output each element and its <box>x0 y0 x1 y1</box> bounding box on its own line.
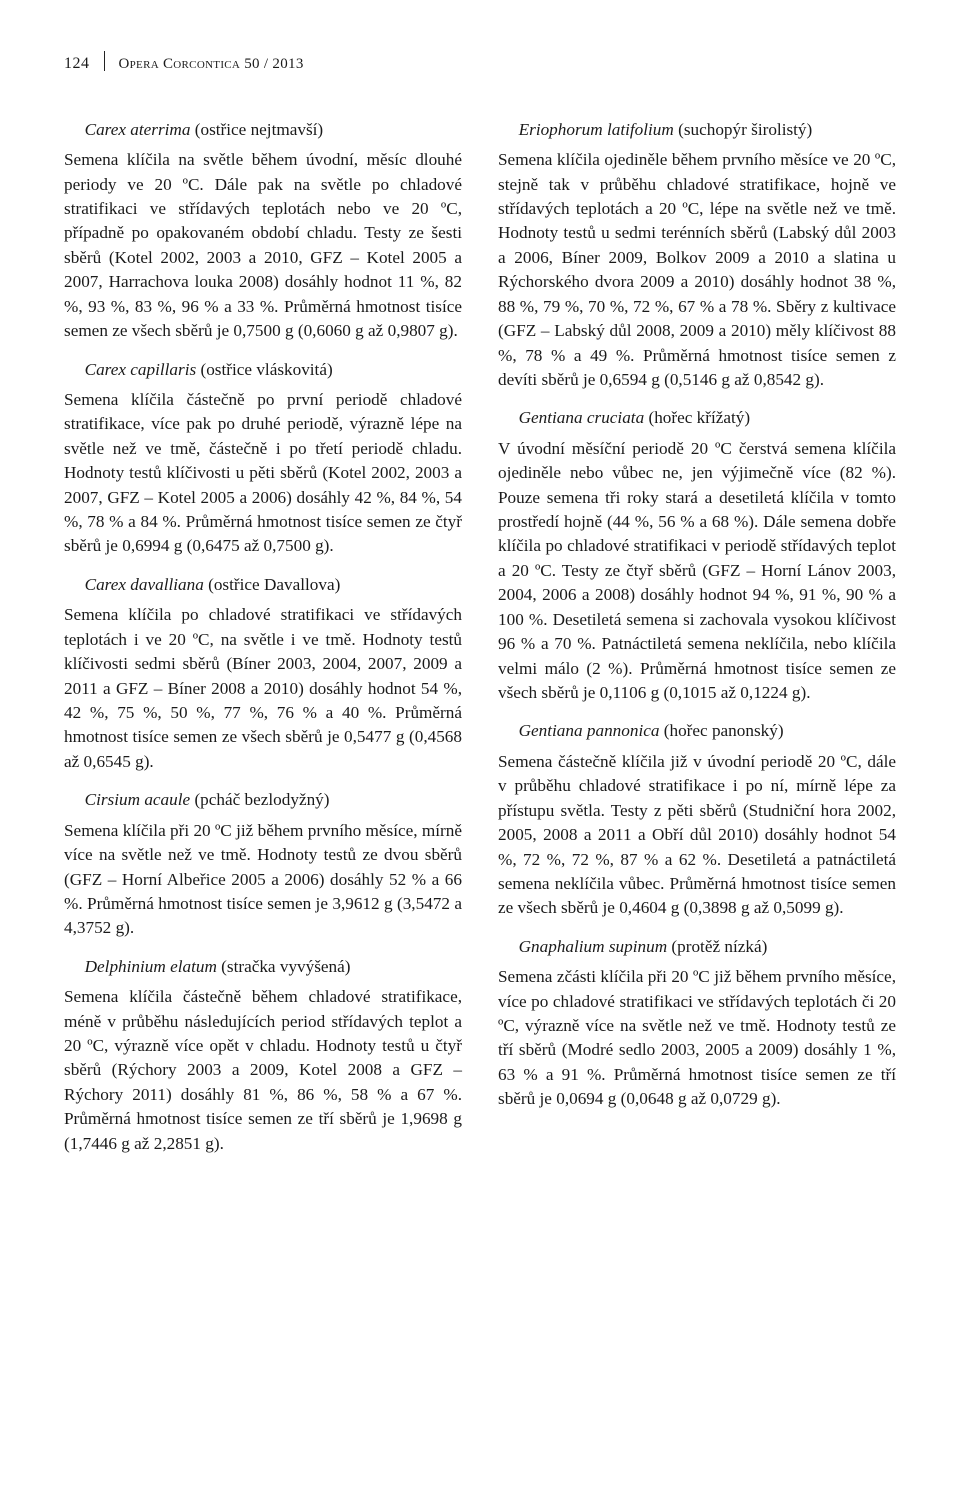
species-latin: Carex capillaris <box>85 360 197 379</box>
species-paragraph: Semena částečně klíčila již v úvodní per… <box>498 750 896 921</box>
species-paragraph: Semena klíčila ojediněle během prvního m… <box>498 148 896 392</box>
species-paragraph: Semena klíčila částečně po první periodě… <box>64 388 462 559</box>
species-latin: Carex aterrima <box>85 120 191 139</box>
species-heading: Gentiana cruciata (hořec křížatý) <box>498 406 896 430</box>
species-heading: Carex capillaris (ostřice vláskovitá) <box>64 358 462 382</box>
species-heading: Gentiana pannonica (hořec panonský) <box>498 719 896 743</box>
header-divider <box>104 51 105 71</box>
species-paragraph: Semena klíčila na světle během úvodní, m… <box>64 148 462 343</box>
species-latin: Eriophorum latifolium <box>519 120 674 139</box>
species-latin: Gnaphalium supinum <box>519 937 668 956</box>
species-common: (ostřice Davallova) <box>204 575 341 594</box>
page-number: 124 <box>64 53 90 76</box>
species-common: (suchopýr širolistý) <box>674 120 812 139</box>
species-heading: Gnaphalium supinum (protěž nízká) <box>498 935 896 959</box>
species-common: (ostřice vláskovitá) <box>196 360 333 379</box>
left-column: Carex aterrima (ostřice nejtmavší) Semen… <box>64 118 462 1170</box>
species-latin: Cirsium acaule <box>85 790 191 809</box>
species-latin: Gentiana cruciata <box>519 408 645 427</box>
species-heading: Eriophorum latifolium (suchopýr širolist… <box>498 118 896 142</box>
journal-issue: 50 / 2013 <box>244 56 303 72</box>
species-paragraph: Semena zčásti klíčila při 20 ºC již běhe… <box>498 965 896 1112</box>
species-common: (protěž nízká) <box>667 937 767 956</box>
species-common: (ostřice nejtmavší) <box>190 120 323 139</box>
right-column: Eriophorum latifolium (suchopýr širolist… <box>498 118 896 1170</box>
species-common: (hořec panonský) <box>659 721 783 740</box>
species-heading: Delphinium elatum (stračka vyvýšená) <box>64 955 462 979</box>
species-latin: Delphinium elatum <box>85 957 217 976</box>
species-paragraph: Semena klíčila částečně během chladové s… <box>64 985 462 1156</box>
journal-name: Opera Corcontica <box>119 56 241 72</box>
species-paragraph: Semena klíčila při 20 ºC již během první… <box>64 819 462 941</box>
species-paragraph: Semena klíčila po chladové stratifikaci … <box>64 603 462 774</box>
species-latin: Carex davalliana <box>85 575 204 594</box>
two-column-layout: Carex aterrima (ostřice nejtmavší) Semen… <box>64 118 896 1170</box>
species-common: (stračka vyvýšená) <box>217 957 351 976</box>
species-heading: Carex davalliana (ostřice Davallova) <box>64 573 462 597</box>
species-common: (pcháč bezlodyžný) <box>190 790 329 809</box>
running-header: 124 Opera Corcontica 50 / 2013 <box>64 48 896 76</box>
species-common: (hořec křížatý) <box>644 408 750 427</box>
species-heading: Carex aterrima (ostřice nejtmavší) <box>64 118 462 142</box>
species-paragraph: V úvodní měsíční periodě 20 ºC čerstvá s… <box>498 437 896 706</box>
journal-title: Opera Corcontica 50 / 2013 <box>119 54 304 75</box>
species-heading: Cirsium acaule (pcháč bezlodyžný) <box>64 788 462 812</box>
species-latin: Gentiana pannonica <box>519 721 660 740</box>
